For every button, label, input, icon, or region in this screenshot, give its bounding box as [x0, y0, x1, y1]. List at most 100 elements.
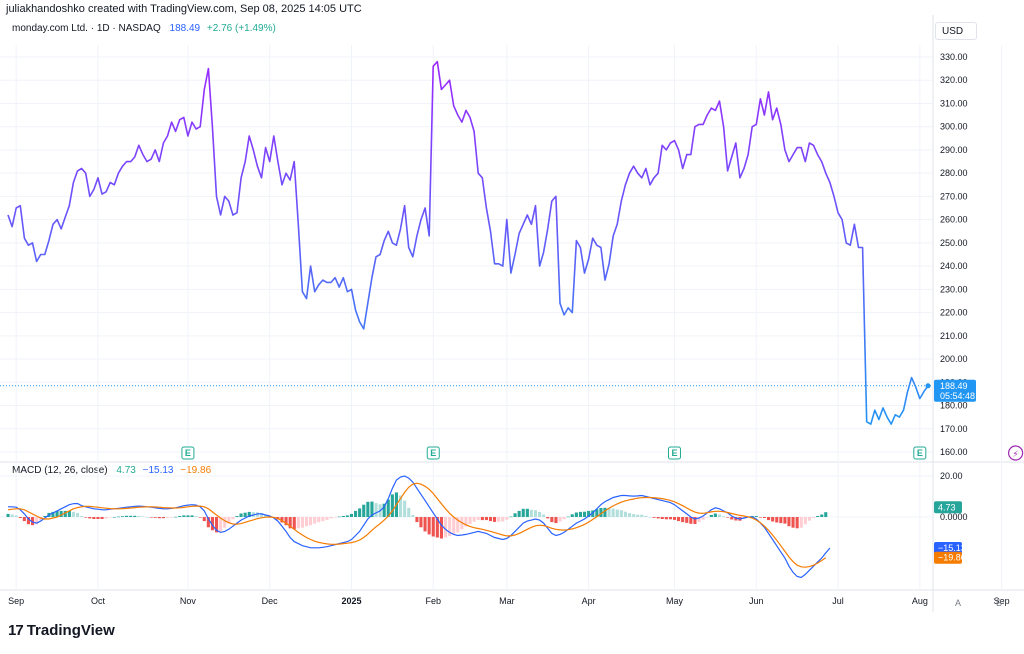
macd-line-tag: −15.13: [938, 543, 966, 553]
macd-histogram-bar: [444, 517, 448, 538]
macd-histogram-bar: [300, 517, 304, 528]
macd-histogram-bar: [513, 513, 517, 517]
macd-histogram-bar: [153, 517, 157, 518]
macd-histogram-bar: [673, 517, 677, 520]
macd-signal-tag-box: [934, 551, 962, 564]
currency-button[interactable]: USD: [935, 22, 977, 40]
time-tick-label: Apr: [582, 596, 596, 606]
macd-histogram-bar: [533, 510, 537, 517]
macd-histogram-bar: [67, 510, 71, 517]
macd-histogram-bar: [664, 517, 668, 520]
macd-histogram-bar: [247, 511, 251, 517]
macd-histogram-bar: [190, 515, 194, 517]
dividend-marker[interactable]: ⚡: [1007, 445, 1024, 461]
svg-text:E: E: [917, 448, 923, 458]
macd-histogram-bar: [427, 517, 431, 535]
macd-histogram-bar: [141, 516, 145, 517]
macd-histogram-bar: [456, 517, 460, 533]
macd-histogram-bar: [538, 511, 542, 517]
symbol-name: monday.com Ltd. · 1D · NASDAQ: [12, 23, 161, 34]
macd-histogram-bar: [43, 516, 47, 517]
price-line: [7, 60, 929, 425]
macd-histogram-bar: [354, 510, 358, 517]
price-tick-label: 160.00: [940, 447, 968, 457]
macd-histogram-bar: [198, 517, 202, 518]
macd-histogram-bar: [435, 517, 439, 538]
macd-histogram-bar: [689, 517, 693, 524]
macd-histogram-bar: [317, 517, 321, 523]
macd-histogram-bar: [31, 517, 35, 526]
macd-line-tag-box: [934, 542, 962, 555]
earnings-marker[interactable]: E: [667, 446, 681, 460]
macd-histogram-bar: [472, 517, 476, 522]
log-scale-button[interactable]: B: [996, 598, 1003, 608]
earnings-marker[interactable]: E: [181, 446, 195, 460]
time-tick-label: 2025: [341, 596, 361, 606]
macd-histogram-bar: [685, 517, 689, 523]
macd-histogram-bar: [411, 515, 415, 517]
macd-histogram-bar: [6, 513, 10, 517]
macd-histogram-bar: [697, 517, 701, 522]
macd-histogram-bar: [480, 517, 484, 521]
macd-histogram-bar: [595, 509, 599, 517]
macd-hist-tag: 4.73: [938, 502, 956, 512]
time-tick-label: Oct: [91, 596, 106, 606]
time-tick-label: Dec: [262, 596, 279, 606]
macd-histogram-bar: [104, 517, 108, 519]
price-tick-label: 230.00: [940, 284, 968, 294]
price-tick-label: 300.00: [940, 122, 968, 132]
macd-histogram-bar: [791, 517, 795, 528]
auto-scale-button[interactable]: A: [955, 598, 962, 608]
earnings-marker[interactable]: E: [426, 446, 440, 460]
macd-histogram-bar: [448, 517, 452, 537]
macd-histogram-bar: [235, 516, 239, 517]
attribution-text: juliakhandoshko created with TradingView…: [6, 3, 362, 15]
macd-histogram-bar: [795, 517, 799, 529]
signal-line: [7, 482, 827, 568]
earnings-marker[interactable]: E: [913, 446, 927, 460]
macd-histogram-bar: [264, 514, 268, 517]
macd-histogram-bar: [803, 517, 807, 525]
macd-histogram-bar: [407, 507, 411, 517]
macd-histogram-bar: [771, 517, 775, 522]
time-tick-label: Nov: [180, 596, 197, 606]
macd-histogram-bar: [280, 517, 284, 523]
price-tick-label: 280.00: [940, 168, 968, 178]
macd-histogram-bar: [738, 517, 742, 521]
macd-histogram-bar: [341, 516, 345, 517]
macd-histogram-bar: [476, 517, 480, 520]
macd-histogram-bar: [578, 511, 582, 517]
macd-histogram-bar: [239, 513, 243, 517]
macd-histogram-bar: [378, 504, 382, 517]
price-label-box: [934, 379, 976, 402]
macd-histogram-bar: [419, 517, 423, 528]
macd-histogram-bar: [223, 517, 227, 528]
macd-histogram-bar: [96, 517, 100, 519]
macd-histogram-bar: [243, 512, 247, 517]
macd-histogram-bar: [546, 517, 550, 519]
tradingview-logo[interactable]: 17 TradingView: [8, 622, 115, 639]
macd-histogram-bar: [615, 509, 619, 517]
price-tick-label: 310.00: [940, 98, 968, 108]
price-tick-label: 180.00: [940, 401, 968, 411]
macd-histogram-bar: [734, 517, 738, 521]
macd-histogram-bar: [47, 512, 51, 517]
time-tick-label: May: [666, 596, 684, 606]
macd-histogram-bar: [170, 517, 174, 518]
macd-tick-label: 20.00: [940, 471, 963, 481]
macd-histogram-bar: [288, 517, 292, 529]
price-label-countdown: 05:54:48: [940, 391, 975, 401]
macd-histogram-bar: [660, 517, 664, 519]
price-change: +2.76 (+1.49%): [206, 23, 276, 34]
macd-histogram-bar: [309, 517, 313, 526]
macd-histogram-bar: [292, 517, 296, 530]
macd-histogram-bar: [137, 516, 141, 517]
macd-histogram-bar: [783, 517, 787, 524]
macd-histogram-bar: [92, 517, 96, 519]
macd-histogram-bar: [807, 517, 811, 521]
macd-histogram-bar: [762, 517, 766, 518]
macd-tick-label: 0.0000: [940, 512, 968, 522]
macd-histogram-bar: [210, 517, 214, 531]
tradingview-mark: 17: [8, 622, 24, 639]
